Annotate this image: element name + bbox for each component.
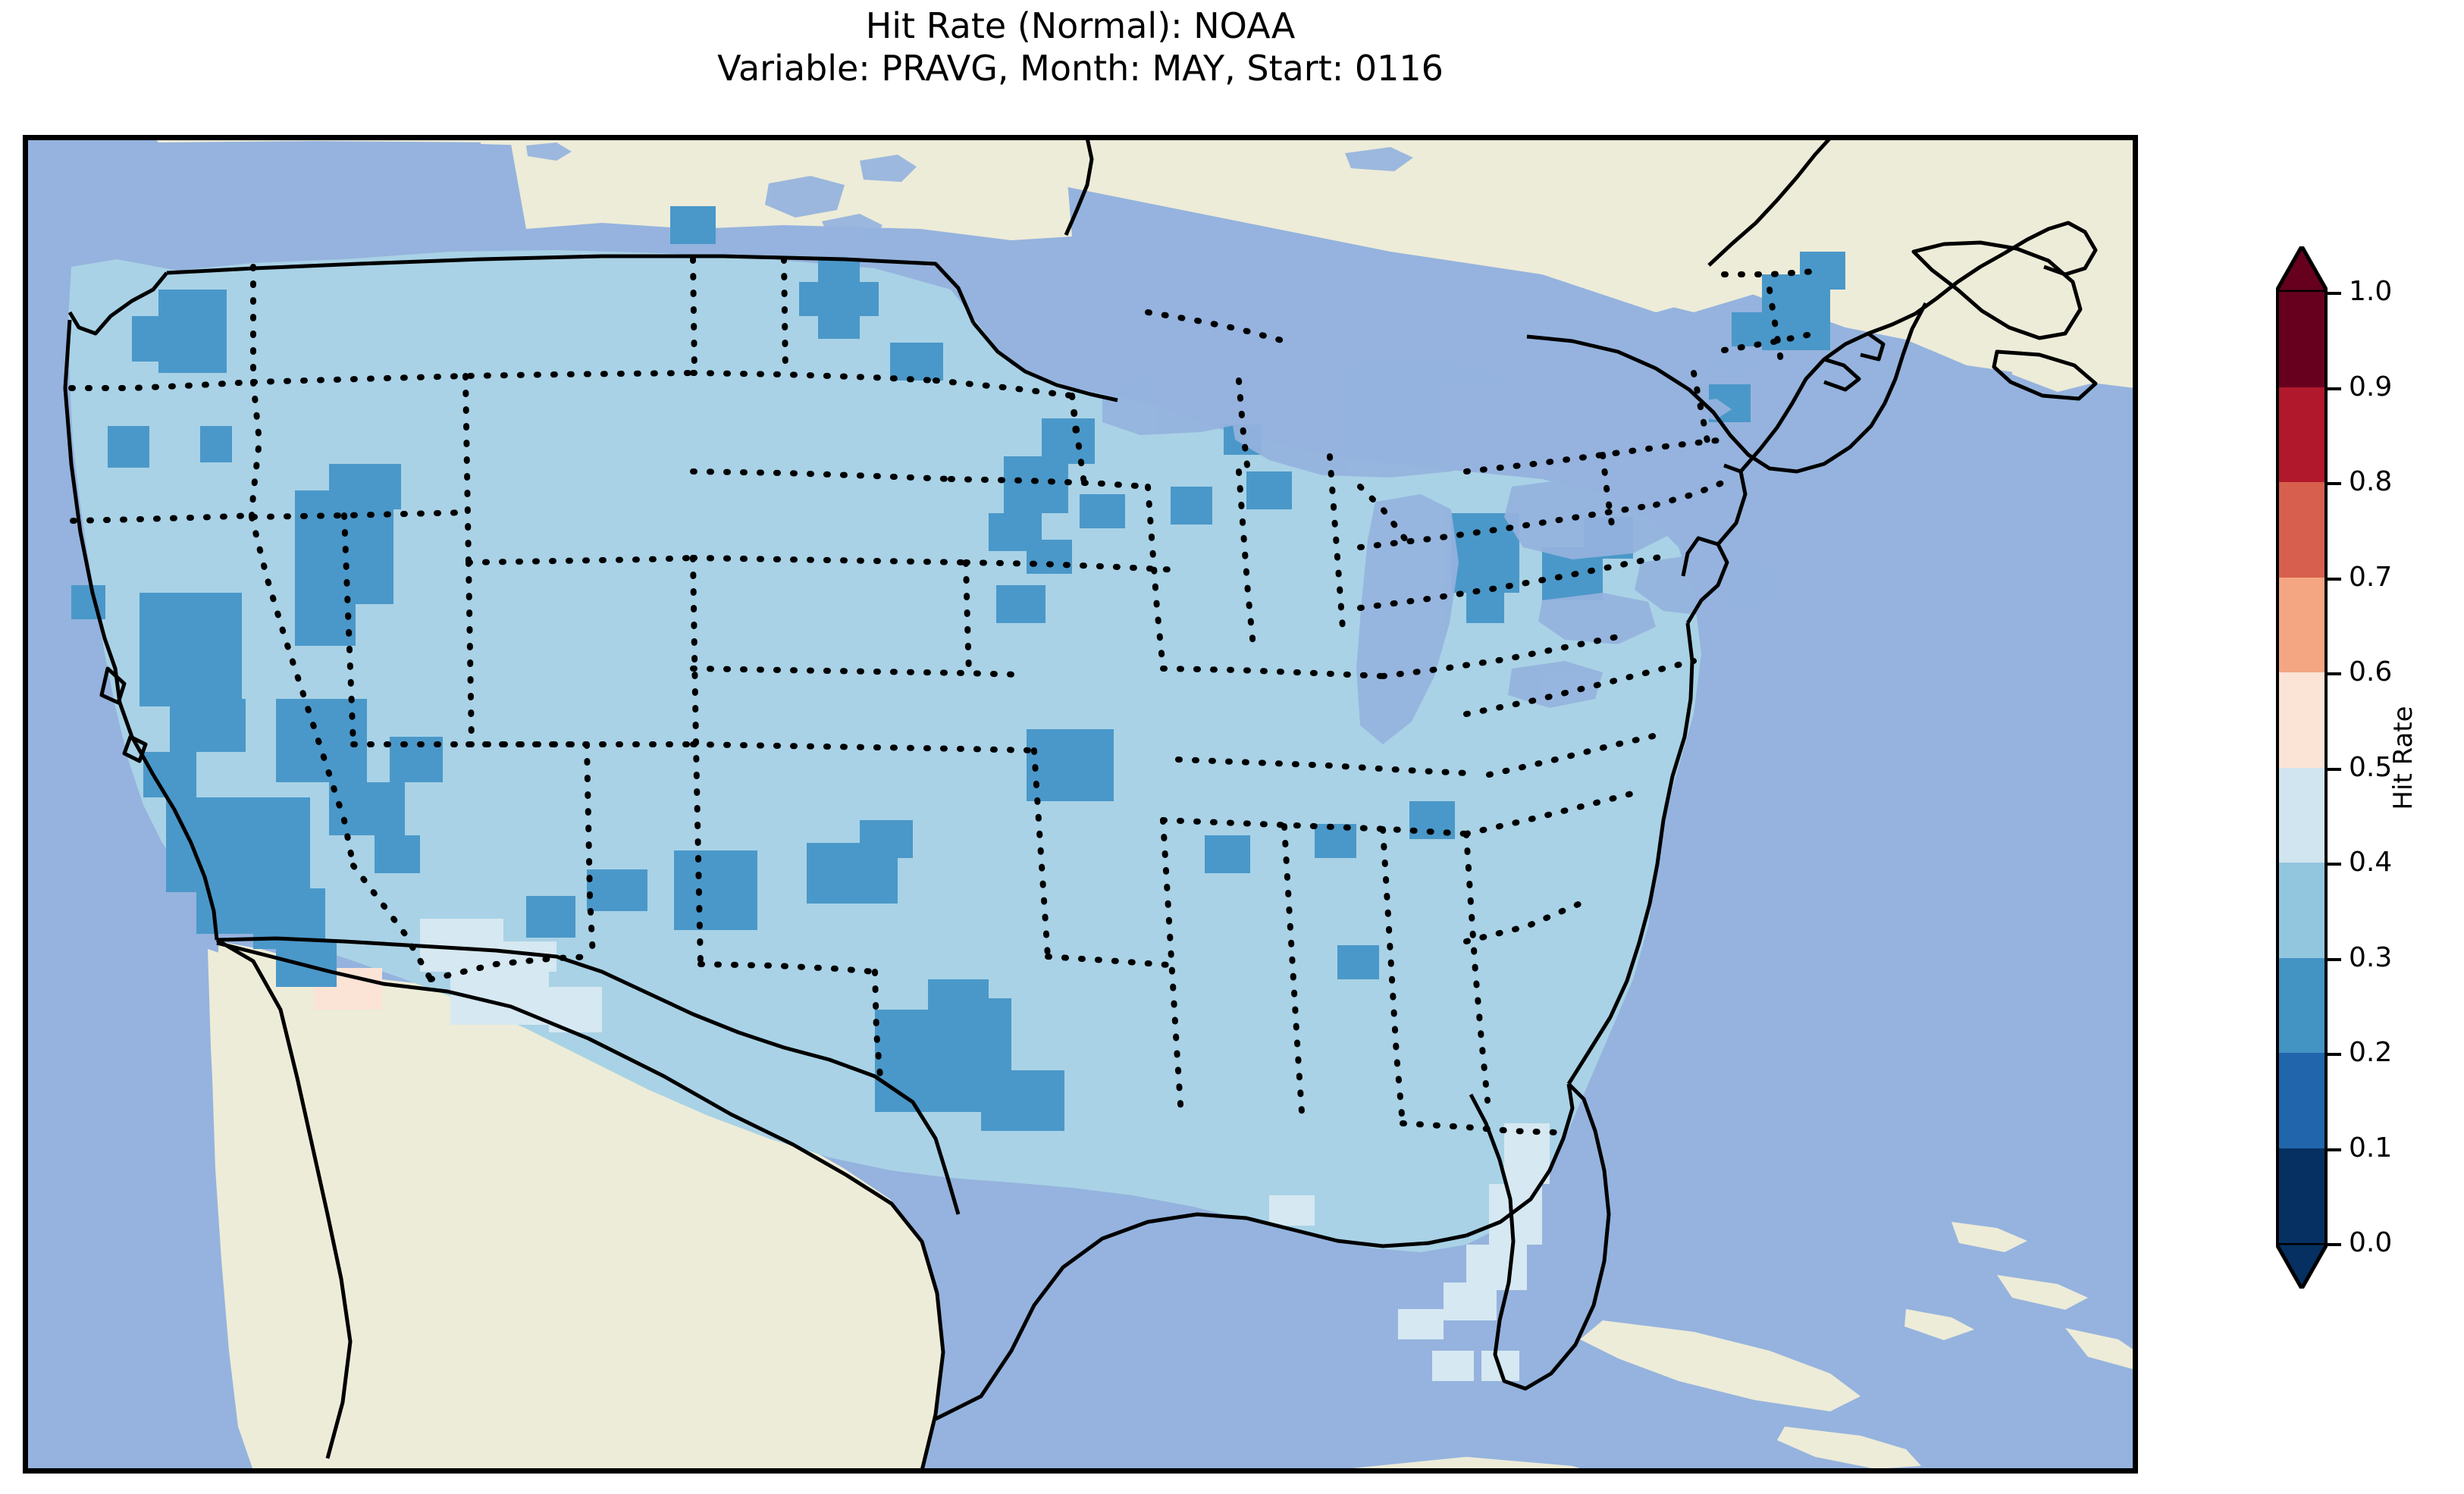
colorbar-extend-top-arrow xyxy=(2276,246,2328,292)
colorbar-tick-label: 0.9 xyxy=(2349,371,2393,402)
colorbar-tick-label: 0.6 xyxy=(2349,656,2393,687)
colorbar-band xyxy=(2276,387,2328,482)
colorbar-extend-bottom-arrow xyxy=(2276,1243,2328,1289)
map-canvas xyxy=(26,138,2135,1471)
colorbar-tick-mark xyxy=(2328,1053,2341,1056)
colorbar-band xyxy=(2276,863,2328,958)
colorbar-band xyxy=(2276,767,2328,863)
colorbar-tick-label: 0.4 xyxy=(2349,847,2393,878)
chart-subtitle-line-2: Variable: PRAVG, Month: MAY, Start: 0116 xyxy=(717,48,1444,89)
colorbar-tick-mark xyxy=(2328,1148,2341,1151)
colorbar-tick-mark xyxy=(2328,482,2341,485)
colorbar-tick-label: 1.0 xyxy=(2349,276,2393,307)
state-boundaries-layer xyxy=(68,256,1818,1135)
colorbar-tick-label: 0.5 xyxy=(2349,751,2393,783)
colorbar-tick-mark xyxy=(2328,387,2341,390)
colorbar-tick-label: 0.7 xyxy=(2349,561,2393,593)
colorbar-band xyxy=(2276,292,2328,387)
colorbar-bands xyxy=(2276,292,2328,1243)
colorbar-tick-label: 0.8 xyxy=(2349,466,2393,497)
chart-title-block: Hit Rate (Normal): NOAA Variable: PRAVG,… xyxy=(23,5,2138,89)
colorbar-tick-mark xyxy=(2328,957,2341,961)
map-panel xyxy=(23,135,2138,1474)
colorbar-tick-mark xyxy=(2328,767,2341,771)
land-nodata-layer xyxy=(155,138,2135,1471)
data-cells-0.2-0.3 xyxy=(71,206,1845,1131)
colorbar-band xyxy=(2276,1053,2328,1148)
colorbar-ticks: 1.0 0.9 0.8 0.7 0.6 0.5 0.4 0.3 0.2 0.1 0.0 xyxy=(2276,114,2464,1402)
chart-title-line-1: Hit Rate (Normal): NOAA xyxy=(865,5,1296,46)
colorbar-outline xyxy=(2276,292,2328,1243)
colorbar-band xyxy=(2276,577,2328,672)
colorbar-tick-label: 0.2 xyxy=(2349,1037,2393,1068)
colorbar: 1.0 0.9 0.8 0.7 0.6 0.5 0.4 0.3 0.2 0.1 0.0 Hit Ra… xyxy=(2276,114,2464,1402)
colorbar-band xyxy=(2276,482,2328,578)
colorbar-band xyxy=(2276,1148,2328,1243)
coastline-layer xyxy=(63,138,2098,1471)
colorbar-tick-mark xyxy=(2328,672,2341,675)
colorbar-tick-label: 0.0 xyxy=(2349,1227,2393,1258)
great-lakes-layer xyxy=(526,143,1785,744)
colorbar-band xyxy=(2276,672,2328,768)
colorbar-band xyxy=(2276,957,2328,1053)
colorbar-axis-label: Hit Rate xyxy=(2388,706,2419,810)
colorbar-tick-label: 0.1 xyxy=(2349,1132,2393,1164)
colorbar-tick-mark xyxy=(2328,863,2341,866)
colorbar-tick-mark xyxy=(2328,1243,2341,1246)
colorbar-tick-label: 0.3 xyxy=(2349,941,2393,973)
colorbar-tick-mark xyxy=(2328,292,2341,295)
colorbar-tick-mark xyxy=(2328,577,2341,581)
